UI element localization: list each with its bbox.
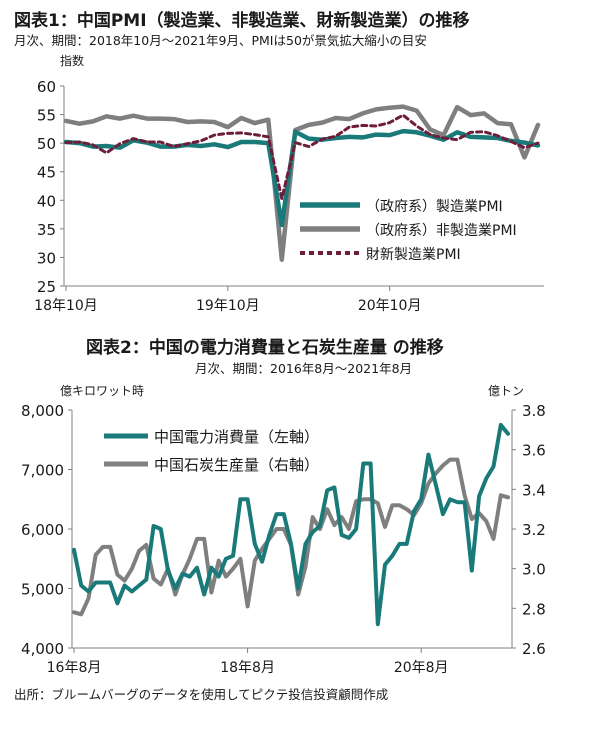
chart2-legend-label-2: 中国石炭生産量（右軸） (154, 456, 319, 474)
chart2-y-tick-label-right: 2.8 (522, 600, 546, 618)
chart1-subtitle: 月次、期間：2018年10月～2021年9月、PMIは50が景気拡大縮小の目安 (14, 33, 427, 48)
chart1-y-unit: 指数 (60, 54, 85, 68)
chart2-y-tick-label-right: 3.4 (522, 481, 546, 499)
chart1-legend-label-1: （政府系）製造業PMI (366, 199, 503, 215)
chart1-y-tick-label: 50 (37, 135, 56, 153)
chart1-series-2-line (63, 104, 541, 262)
chart2-y-tick-label-left: 7,000 (21, 462, 64, 480)
chart1-legend-label-2: （政府系）非製造業PMI (366, 223, 517, 239)
chart2-y-tick-label-right: 2.6 (522, 640, 546, 658)
chart2-y-tick-label-left: 5,000 (21, 581, 64, 599)
source-note: 出所：ブルームバーグのデータを使用してピクテ投信投資顧問作成 (14, 687, 389, 702)
chart1-y-tick-label: 25 (37, 278, 56, 296)
chart1-y-tick-label: 45 (37, 164, 56, 182)
chart1-x-tick-label: 18年10月 (34, 298, 98, 314)
chart2-y-tick-label-left: 4,000 (21, 640, 64, 658)
chart1-y-tick-label: 40 (37, 192, 56, 210)
chart2-x-tick-label: 18年8月 (220, 660, 275, 676)
chart1-legend-label-3: 財新製造業PMI (366, 247, 461, 263)
chart1-y-tick-label: 60 (37, 78, 56, 96)
chart2-y-unit-right: 億トン (488, 384, 525, 398)
chart2-legend-label-1: 中国電力消費量（左軸） (154, 428, 319, 446)
chart1-x-tick-label: 19年10月 (196, 298, 260, 314)
chart1-series-3-line (64, 113, 540, 201)
chart2-x-tick-label: 20年8月 (394, 660, 449, 676)
chart2-subtitle: 月次、期間：2016年8月～2021年8月 (195, 361, 413, 376)
chart1-plot: 25 30 35 40 45 50 55 60 18年10月 19年10月 20年10月 （政府系）製… (34, 78, 544, 314)
chart2-x-tick-label: 16年8月 (47, 660, 102, 676)
chart2-y-tick-label-right: 3.0 (522, 561, 546, 579)
chart1-y-tick-label: 55 (37, 107, 56, 125)
chart1-x-tick-label: 20年10月 (358, 298, 422, 314)
chart2-series-power-line (72, 422, 510, 627)
chart2-title: 図表2：中国の電力消費量と石炭生産量 の推移 (86, 338, 444, 358)
chart2-y-tick-label-right: 3.6 (522, 442, 546, 460)
chart1-y-tick-label: 35 (37, 221, 56, 239)
chart2-y-tick-label-right: 3.2 (522, 521, 546, 539)
chart1-y-tick-label: 30 (37, 249, 56, 267)
chart2-y-tick-label-right: 3.8 (522, 402, 546, 420)
chart2-y-tick-label-left: 8,000 (21, 402, 64, 420)
chart2-y-unit-left: 億キロワット時 (60, 384, 145, 398)
chart1-title: 図表1：中国PMI（製造業、非製造業、財新製造業）の推移 (14, 11, 470, 31)
chart2-y-tick-label-left: 6,000 (21, 521, 64, 539)
